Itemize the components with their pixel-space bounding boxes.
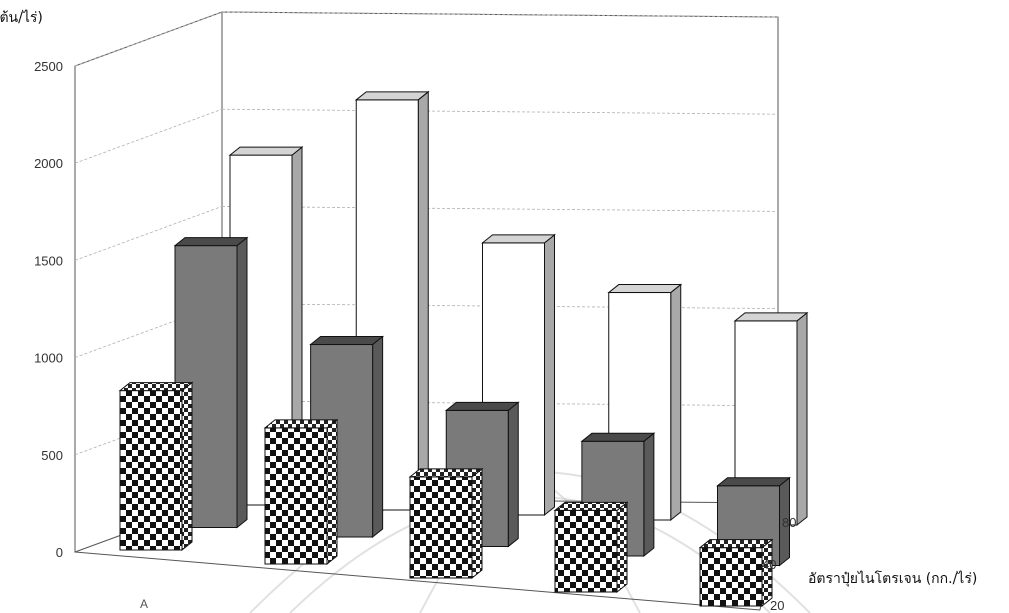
depth-tick-label: 20 — [770, 598, 784, 613]
bar-20-2 — [263, 418, 339, 566]
front-floor-edge — [74, 551, 761, 611]
gridline-left — [74, 108, 223, 164]
y-tick-label: 1000 — [34, 351, 63, 366]
gridline-back — [221, 108, 779, 115]
gridline-back — [221, 206, 779, 212]
chart-labels: 0 500 1000 1500 2000 2500 A 20 40 80 — [34, 59, 796, 613]
y-axis-title: (ต้น/ไร่) — [0, 9, 43, 26]
bar-20-4 — [553, 501, 629, 594]
y-tick-label: 500 — [41, 448, 63, 463]
y-tick-label: 2500 — [34, 59, 63, 74]
depth-axis-title: อัตราปุ๋ยไนโตรเจน (กก./ไร่) — [808, 570, 977, 587]
gridline-back — [221, 11, 779, 18]
gridline-back — [221, 303, 779, 309]
bar-20-5 — [698, 538, 774, 608]
bar-20-3 — [408, 467, 484, 580]
gridline-left — [74, 206, 223, 261]
y-tick-label: 2000 — [34, 156, 63, 171]
gridline-left — [74, 11, 223, 67]
bar-20-1 — [118, 381, 194, 552]
depth-tick-label: 40 — [762, 557, 776, 572]
chart-bars — [118, 90, 809, 608]
category-label: A — [140, 597, 148, 611]
y-tick-label: 0 — [56, 545, 63, 560]
y-tick-label: 1500 — [34, 253, 63, 268]
depth-tick-label: 80 — [782, 515, 796, 530]
